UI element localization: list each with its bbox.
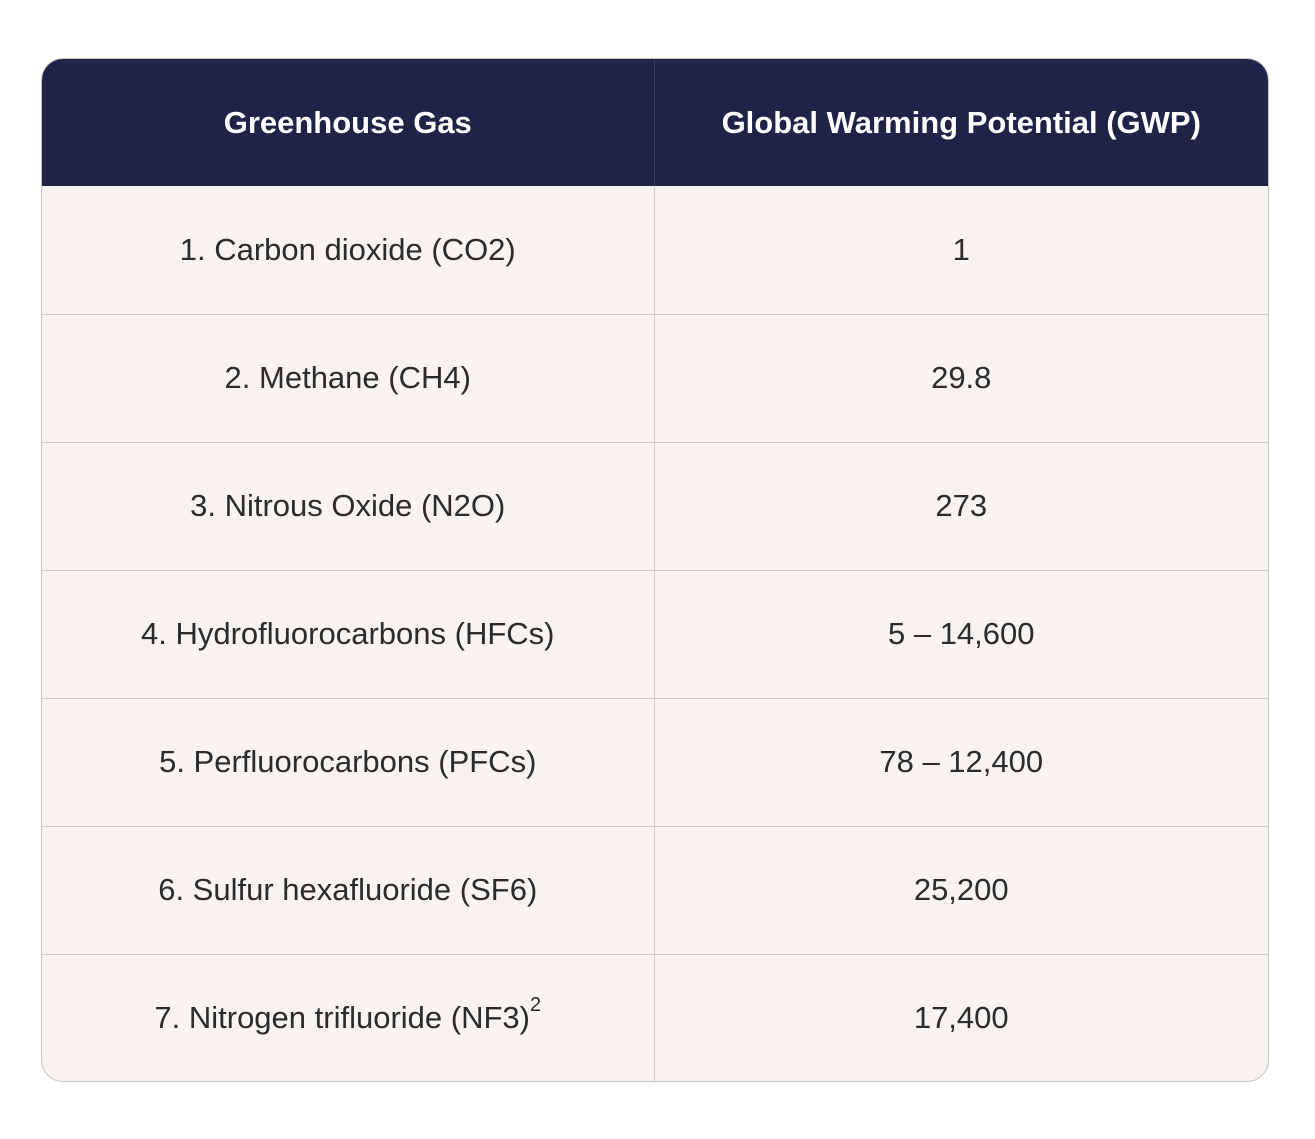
table-row: 7. Nitrogen trifluoride (NF3)2 17,400 (42, 953, 1268, 1081)
footnote-marker: 2 (529, 993, 542, 1016)
column-header-gwp: Global Warming Potential (GWP) (654, 59, 1268, 186)
gas-cell: 3. Nitrous Oxide (N2O) (42, 441, 655, 570)
table-body: 1. Carbon dioxide (CO2) 1 2. Methane (CH… (42, 186, 1268, 1081)
gwp-cell: 273 (654, 441, 1268, 570)
ghg-table: Greenhouse Gas Global Warming Potential … (42, 59, 1268, 1081)
gwp-cell: 25,200 (654, 825, 1268, 954)
gwp-cell: 17,400 (654, 953, 1268, 1081)
table-row: 6. Sulfur hexafluoride (SF6) 25,200 (42, 825, 1268, 954)
gas-cell: 7. Nitrogen trifluoride (NF3)2 (42, 953, 655, 1081)
ghg-table-container: Greenhouse Gas Global Warming Potential … (41, 58, 1269, 1082)
gas-cell: 5. Perfluorocarbons (PFCs) (42, 697, 655, 826)
table-row: 5. Perfluorocarbons (PFCs) 78 – 12,400 (42, 697, 1268, 826)
gwp-cell: 1 (952, 231, 970, 267)
table-row: 4. Hydrofluorocarbons (HFCs) 5 – 14,600 (42, 569, 1268, 698)
gas-cell: 4. Hydrofluorocarbons (HFCs) (42, 569, 655, 698)
table-row: 3. Nitrous Oxide (N2O) 273 (42, 441, 1268, 570)
gas-name-text: 7. Nitrogen trifluoride (NF3) (154, 1000, 530, 1036)
table-header: Greenhouse Gas Global Warming Potential … (42, 59, 1268, 186)
gwp-cell: 5 – 14,600 (654, 569, 1268, 698)
table-row: 1. Carbon dioxide (CO2) 1 (42, 186, 1268, 314)
gas-cell: 2. Methane (CH4) (42, 313, 655, 442)
gwp-cell: 29.8 (654, 313, 1268, 442)
table-row: 2. Methane (CH4) 29.8 (42, 313, 1268, 442)
gas-cell: 6. Sulfur hexafluoride (SF6) (42, 825, 655, 954)
gwp-cell: 78 – 12,400 (654, 697, 1268, 826)
column-header-gas: Greenhouse Gas (42, 59, 655, 186)
gas-cell: 1. Carbon dioxide (CO2) (42, 186, 655, 314)
table-header-row: Greenhouse Gas Global Warming Potential … (42, 59, 1268, 186)
